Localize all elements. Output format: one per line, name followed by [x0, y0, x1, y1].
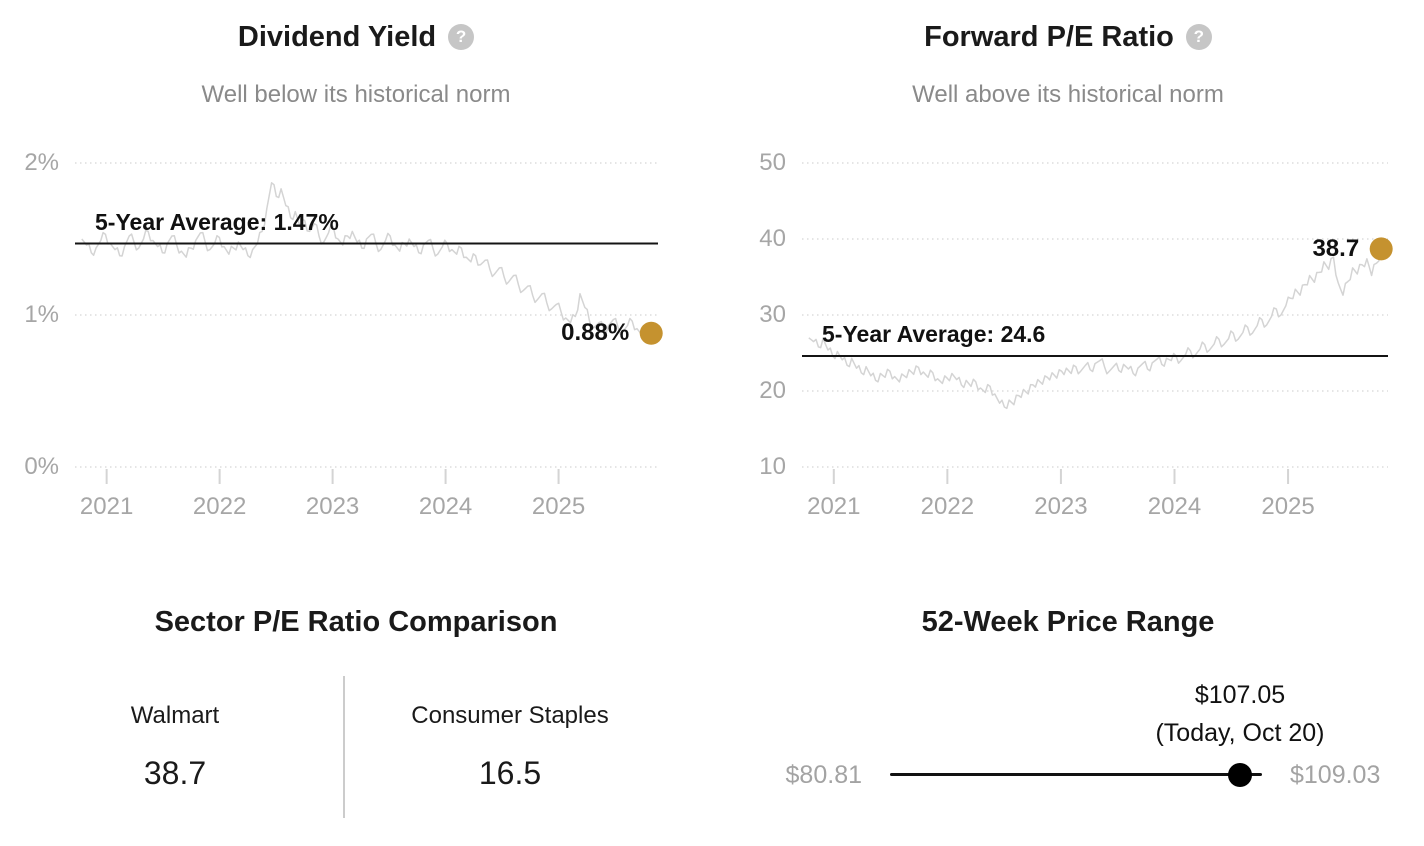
chart-title: Forward P/E Ratio	[924, 21, 1174, 53]
chart-title: Dividend Yield	[237, 21, 437, 53]
latest-value-dot	[1369, 237, 1393, 261]
chart-subtitle: Well above its historical norm	[912, 81, 1224, 108]
company-pe-value: 38.7	[143, 755, 207, 791]
help-icon[interactable]: ?	[448, 24, 475, 50]
current-price-marker	[1228, 763, 1252, 787]
sector-label: Consumer Staples	[411, 702, 609, 729]
current-price-date: (Today, Oct 20)	[1155, 719, 1325, 747]
comparison-column-sector: Consumer Staples 16.5	[360, 580, 660, 846]
current-price: $107.05	[1194, 681, 1286, 709]
panel-title: Sector P/E Ratio Comparison	[154, 606, 558, 638]
sector-pe-value: 16.5	[478, 755, 542, 791]
current-price-annotation: $107.05 (Today, Oct 20)	[1100, 676, 1380, 752]
help-icon[interactable]: ?	[1185, 24, 1212, 50]
chart-subtitle: Well below its historical norm	[201, 81, 511, 108]
chart-header: Forward P/E Ratio ?	[712, 20, 1424, 54]
range-low-label: $80.81	[785, 761, 862, 789]
dividend-yield-chart: Dividend Yield ? Well below its historic…	[0, 0, 712, 560]
comparison-column-walmart: Walmart 38.7	[40, 580, 310, 846]
latest-value-dot	[639, 321, 663, 345]
company-label: Walmart	[130, 702, 220, 729]
series-line-Forward P/E Ratio	[808, 248, 1382, 410]
panel-title: 52-Week Price Range	[921, 606, 1215, 638]
series-line-Dividend Yield	[81, 182, 652, 338]
price-range-line	[890, 773, 1262, 776]
chart-header: Dividend Yield ?	[0, 20, 712, 54]
charts-canvas	[75, 162, 1393, 484]
range-high-label: $109.03	[1290, 761, 1381, 789]
price-range-panel: 52-Week Price Range $107.05 (Today, Oct …	[712, 580, 1424, 846]
sector-pe-comparison-panel: Sector P/E Ratio Comparison Walmart 38.7…	[0, 580, 712, 846]
forward-pe-chart: Forward P/E Ratio ? Well above its histo…	[712, 0, 1424, 560]
vertical-divider	[343, 676, 345, 818]
